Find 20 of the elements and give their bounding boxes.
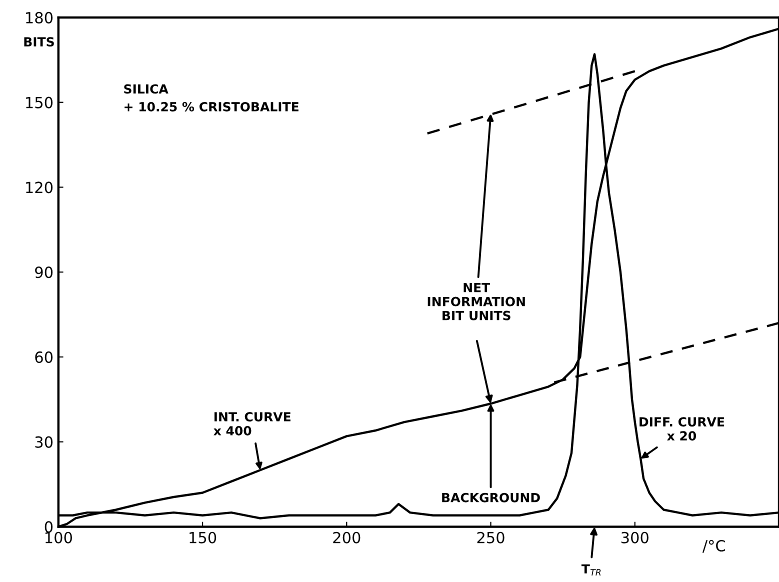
x-axis-title: /°C xyxy=(702,540,726,553)
text: T$_{TR}$ xyxy=(581,564,601,576)
x-tick-label: 250 xyxy=(477,532,504,544)
x-tick-label: 100 xyxy=(46,532,72,544)
y-tick-label: 30 xyxy=(35,436,53,448)
y-tick-label: 0 xyxy=(44,521,53,533)
y-tick-label: 90 xyxy=(35,266,53,278)
x-tick-label: 200 xyxy=(333,532,360,544)
y-tick-label: 150 xyxy=(26,96,53,108)
x-tick-label: 300 xyxy=(621,532,648,544)
y-tick-label: 60 xyxy=(35,351,53,363)
annotation: BACKGROUND xyxy=(442,492,540,502)
annotation: SILICA + 10.25 % CRISTOBALITE xyxy=(124,84,298,112)
x-tick-label: 150 xyxy=(190,532,216,544)
y-tick-label: 120 xyxy=(26,182,53,194)
y-axis-title: BITS xyxy=(24,37,54,47)
annotation: NET INFORMATION BIT UNITS xyxy=(428,282,525,320)
annotation: INT. CURVE x 400 xyxy=(214,412,290,436)
annotation: DIFF. CURVE x 20 xyxy=(640,417,724,441)
y-tick-label: 180 xyxy=(26,12,53,24)
